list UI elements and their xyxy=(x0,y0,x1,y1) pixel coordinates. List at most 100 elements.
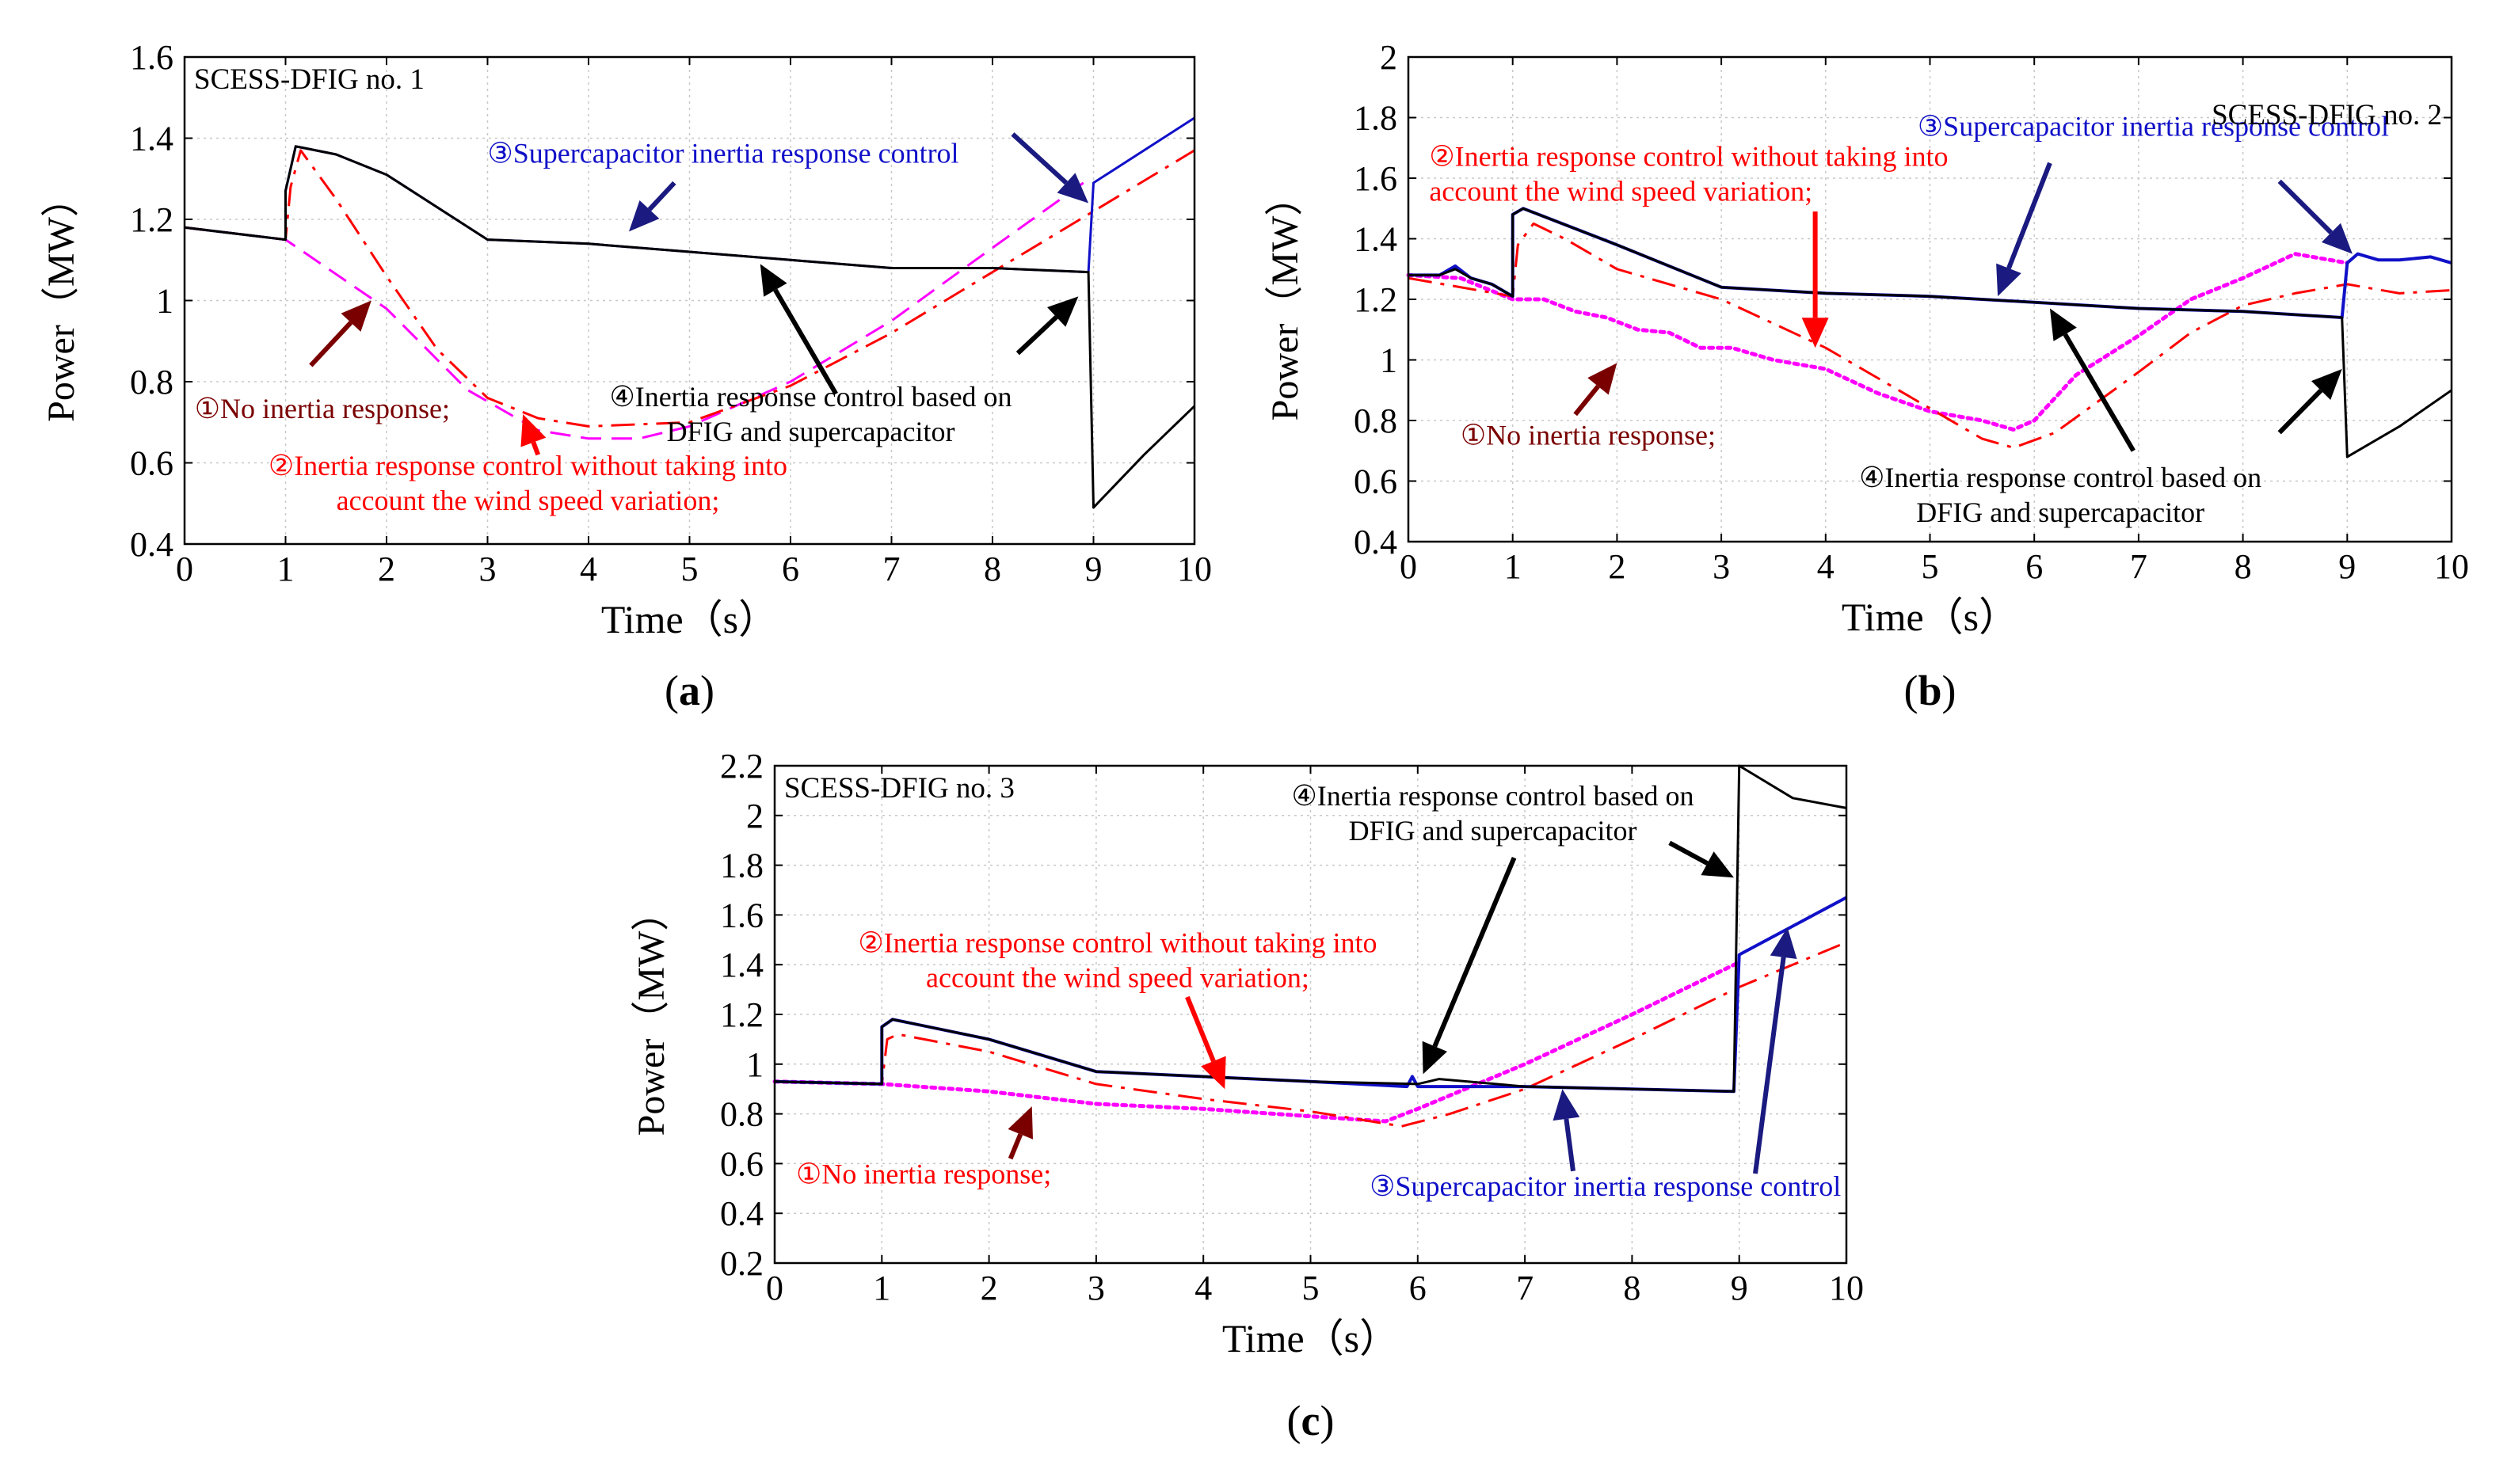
x-tick-label: 0 xyxy=(1400,547,1417,586)
x-tick-label: 0 xyxy=(176,550,193,588)
annotation-arrow-shaft xyxy=(1008,1133,1023,1160)
annotation-line: DFIG and supercapacitor xyxy=(1349,815,1637,847)
x-tick-label: 8 xyxy=(984,550,1001,588)
series-line-1 xyxy=(1406,252,2349,432)
annotation-line: account the wind speed variation; xyxy=(1429,176,1812,207)
y-tick-label: 1.4 xyxy=(130,120,173,158)
x-tick-label: 10 xyxy=(1829,1269,1864,1307)
chart-panel-c: 0 1 2 3 4 5 6 7 8 9 10 0.2 0.4 0.6 0.8 1 1.2 1.4 1.6 1.8 2 2.… xyxy=(631,747,1864,1444)
x-tick-label: 5 xyxy=(1302,1269,1320,1307)
y-tick-label: 0.8 xyxy=(130,363,173,401)
x-tick-label: 8 xyxy=(1623,1269,1640,1307)
y-tick-label: 1.6 xyxy=(1354,159,1397,198)
x-tick-label: 3 xyxy=(1713,547,1730,586)
annotation-line: ④Inertia response control based on xyxy=(609,381,1012,413)
y-tick-label: 0.8 xyxy=(1354,401,1397,440)
x-axis-label: Time（s） xyxy=(1222,1316,1399,1360)
annotation-arrow-shaft xyxy=(1668,840,1709,866)
annotation-arrow-shaft xyxy=(647,181,676,211)
y-axis-label: Power（MW） xyxy=(1264,178,1306,421)
x-tick-label: 4 xyxy=(1817,547,1835,586)
annotation-arrow-head xyxy=(1770,927,1797,959)
annotation-label: ④Inertia response control based on DFIG a… xyxy=(609,381,1012,447)
x-tick-label: 2 xyxy=(1608,547,1625,586)
y-axis-label: Power（MW） xyxy=(631,893,672,1136)
x-axis-label: Time（s） xyxy=(1842,595,2018,639)
panel-label-letter: b xyxy=(1918,667,1941,714)
annotation-line: ②Inertia response control without taking… xyxy=(858,927,1377,959)
x-tick-label: 9 xyxy=(1085,550,1103,588)
x-tick-label: 7 xyxy=(2130,547,2147,586)
annotation-arrow-shaft xyxy=(2277,179,2334,234)
annotations: ①No inertia response; ②Inertia response c… xyxy=(796,780,1841,1202)
y-tick-label: 1 xyxy=(746,1045,764,1084)
annotation-arrow-head xyxy=(341,300,371,332)
x-tick-label: 6 xyxy=(2025,547,2043,586)
x-tick-label: 9 xyxy=(2338,547,2356,586)
y-tick-label: 0.6 xyxy=(720,1144,764,1183)
annotation-arrow-shaft xyxy=(1011,132,1069,185)
x-tick-label: 3 xyxy=(479,550,497,588)
y-tick-label: 2.2 xyxy=(720,747,764,786)
annotation-arrow-head xyxy=(1996,263,2021,297)
x-tick-label: 0 xyxy=(766,1269,783,1307)
annotation-arrow-shaft xyxy=(309,321,353,367)
annotation-arrow-shaft xyxy=(2277,388,2323,435)
annotation-label: ④Inertia response control based on DFIG a… xyxy=(1291,780,1694,847)
annotation-arrow-shaft xyxy=(1185,995,1216,1063)
annotations: ①No inertia response; ②Inertia response c… xyxy=(195,132,1089,516)
annotation-arrow-head xyxy=(1008,1106,1034,1140)
x-axis-label: Time（s） xyxy=(601,597,778,641)
series-line-1 xyxy=(184,181,1084,440)
annotation-line: ②Inertia response control without taking… xyxy=(1429,141,1948,173)
annotation-arrow-head xyxy=(1422,1041,1447,1075)
panel-label-letter: c xyxy=(1301,1397,1320,1444)
x-tick-label: 4 xyxy=(580,550,597,588)
annotations: ①No inertia response; ②Inertia response c… xyxy=(1429,110,2389,528)
annotation-arrow-head xyxy=(1047,296,1079,327)
y-tick-label: 1.8 xyxy=(1354,99,1397,138)
y-tick-label: 0.2 xyxy=(720,1244,764,1283)
y-tick-label: 1.4 xyxy=(1354,220,1397,259)
annotation-arrow-shaft xyxy=(1573,384,1600,417)
annotation-line: DFIG and supercapacitor xyxy=(1916,497,2204,528)
annotation-arrow-shaft xyxy=(1015,315,1058,356)
annotation-arrow-shaft xyxy=(1564,1118,1575,1172)
x-tick-label: 3 xyxy=(1088,1269,1105,1307)
y-tick-label: 0.4 xyxy=(720,1194,764,1233)
x-tick-label: 5 xyxy=(1922,547,1939,586)
x-tick-label: 8 xyxy=(2235,547,2252,586)
y-tick-label: 1.2 xyxy=(720,995,764,1034)
y-tick-label: 1.8 xyxy=(720,847,764,885)
axis-ticks: 0 1 2 3 4 5 6 7 8 9 10 0.4 0.6 0.8 1 1.2 1.4 1.6 1.8 2 xyxy=(1354,38,2469,586)
annotation-arrow-head xyxy=(2049,308,2077,341)
annotation-arrow-head xyxy=(1587,363,1617,395)
annotation-line: ④Inertia response control based on xyxy=(1291,780,1694,812)
y-tick-label: 0.6 xyxy=(130,444,173,483)
y-tick-label: 1.2 xyxy=(130,200,173,239)
series-line-4 xyxy=(184,145,1196,509)
annotation-arrow-head xyxy=(1801,318,1829,348)
x-tick-label: 6 xyxy=(782,550,799,588)
x-tick-label: 5 xyxy=(681,550,699,588)
annotation-label: ③Supercapacitor inertia response control xyxy=(1918,110,2389,142)
y-tick-label: 2 xyxy=(1380,38,1397,77)
panel-label-letter: a xyxy=(679,667,700,714)
annotation-line: account the wind speed variation; xyxy=(337,485,720,516)
annotation-arrow-head xyxy=(760,264,787,297)
annotation-label: ③Supercapacitor inertia response control xyxy=(1370,1170,1841,1202)
x-tick-label: 7 xyxy=(1516,1269,1534,1307)
annotation-label: ②Inertia response control without taking… xyxy=(1429,141,1948,207)
y-tick-label: 0.6 xyxy=(1354,462,1397,501)
annotation-label: ②Inertia response control without taking… xyxy=(858,927,1377,994)
annotation-arrow-head xyxy=(2311,368,2342,400)
series-line-4 xyxy=(774,764,1847,1093)
x-tick-label: 2 xyxy=(378,550,395,588)
series-line-1 xyxy=(772,960,1742,1124)
chart-title: SCESS-DFIG no. 1 xyxy=(194,63,425,96)
annotation-label: ①No inertia response; xyxy=(195,393,450,424)
annotation-arrow-shaft xyxy=(2063,333,2136,452)
annotation-line: DFIG and supercapacitor xyxy=(667,416,955,447)
